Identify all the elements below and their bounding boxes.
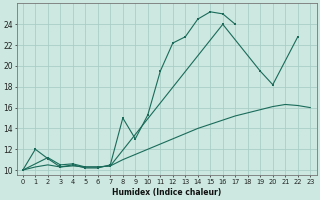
X-axis label: Humidex (Indice chaleur): Humidex (Indice chaleur) <box>112 188 221 197</box>
